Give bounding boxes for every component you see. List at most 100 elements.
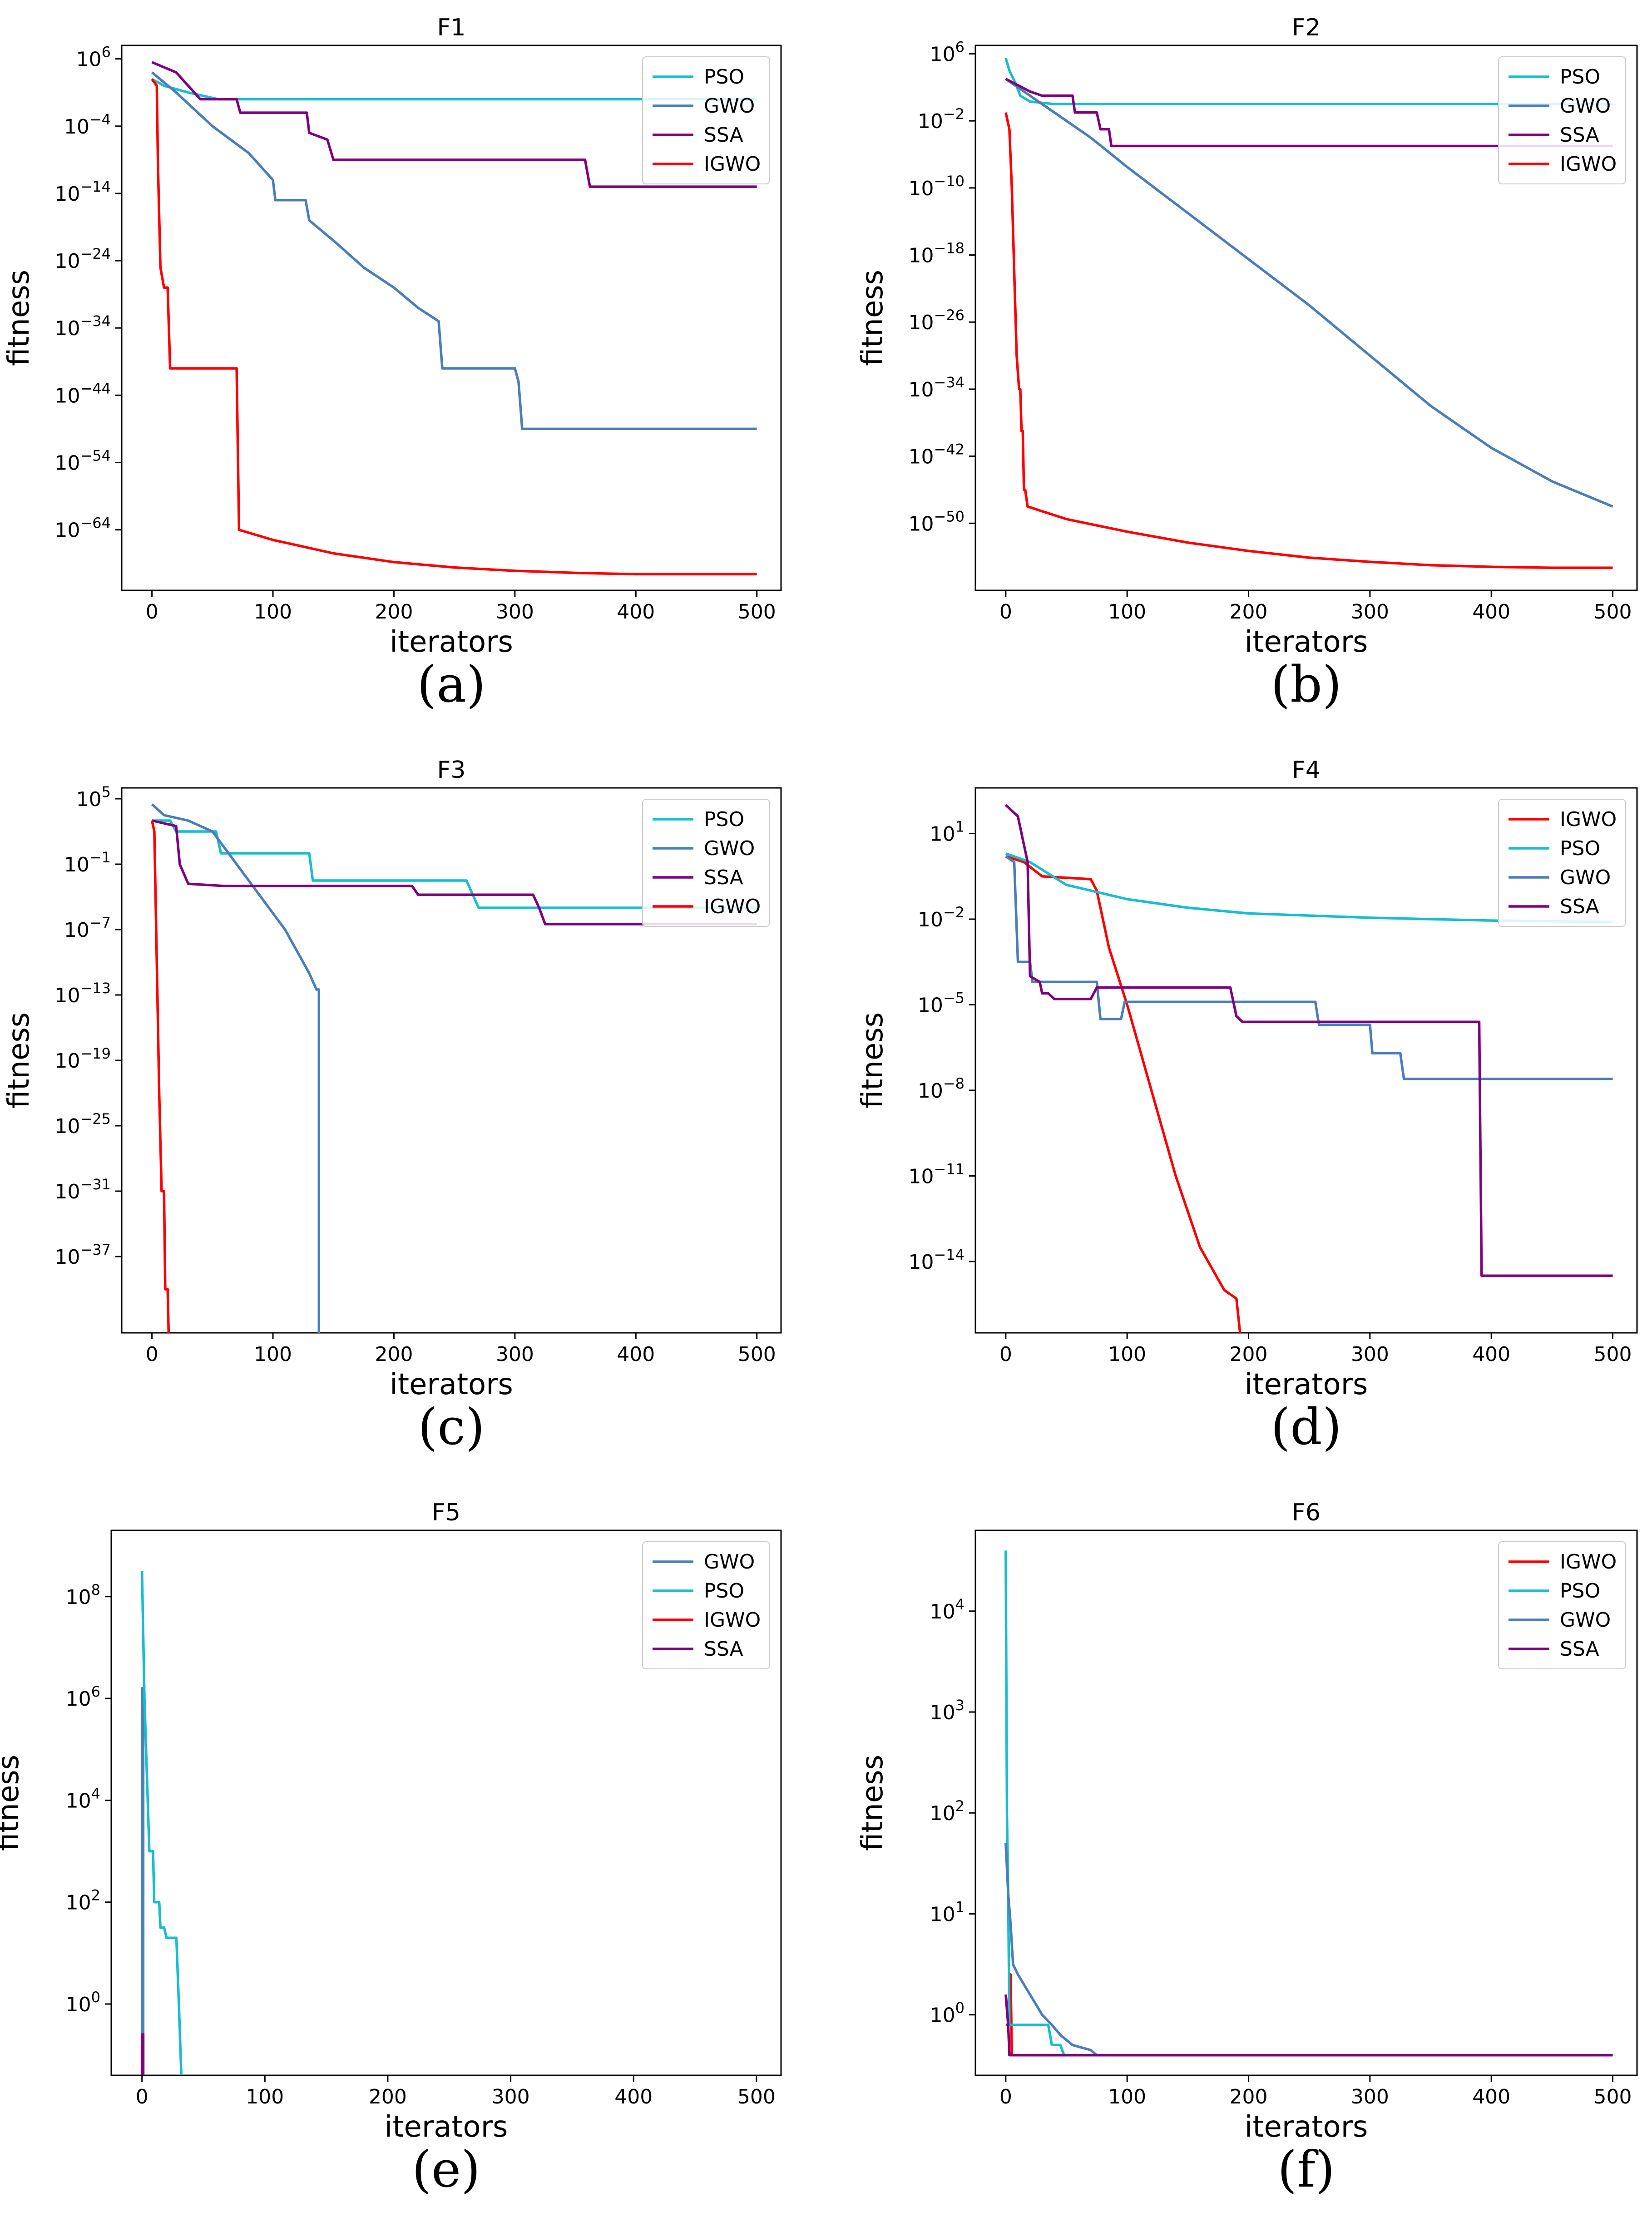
legend-label-ssa: SSA [1560,895,1599,918]
legend: IGWO PSO GWO SSA [1498,1541,1626,1669]
series-line-pso [151,78,757,101]
y-axis-label: fitness [2,1012,36,1108]
legend-label-pso: PSO [1560,837,1600,860]
legend-label-gwo: GWO [704,837,755,860]
x-tick-label: 500 [1594,1343,1632,1366]
x-tick-label: 400 [614,2085,653,2108]
x-tick-label: 400 [1472,1343,1510,1366]
x-axis-label: iterators [390,625,513,659]
legend-label-igwo: IGWO [704,895,761,918]
legend: PSO GWO SSA IGWO [642,56,770,184]
y-tick-label: 102 [66,1887,100,1915]
y-axis-label: fitness [2,270,36,366]
x-tick-label: 300 [496,1343,534,1366]
series-line-ssa [140,2033,145,2075]
y-tick-label: 10−42 [908,441,964,469]
y-tick-label: 104 [66,1785,100,1812]
y-tick-label: 10−8 [918,1075,964,1103]
panel-caption: (d) [1271,1398,1341,1456]
legend-label-gwo: GWO [1560,866,1611,889]
y-tick-label: 103 [930,1697,964,1724]
x-tick-label: 500 [1594,600,1632,624]
legend-label-ssa: SSA [704,124,743,147]
y-tick-label: 10−26 [908,307,964,334]
series-line-ssa [1004,1994,1613,2057]
x-tick-label: 400 [1472,600,1510,624]
x-tick-label: 200 [369,2085,407,2108]
y-axis-label: fitness [856,270,890,366]
x-tick-label: 200 [375,1343,413,1366]
x-tick-label: 500 [738,1343,776,1366]
series-line-gwo [1005,78,1613,508]
chart-title: F4 [1292,757,1321,784]
x-tick-label: 0 [999,2085,1012,2108]
y-tick-label: 10−25 [54,1110,111,1138]
plot-frame [121,45,782,591]
y-tick-label: 102 [930,1797,964,1825]
legend: PSO GWO SSA IGWO [1498,56,1626,184]
y-tick-label: 106 [930,38,964,66]
y-axis-label: fitness [0,1755,25,1851]
series-line-gwo [151,71,757,431]
legend-label-ssa: SSA [1560,1638,1599,1661]
x-tick-label: 500 [1594,2085,1632,2108]
legend: PSO GWO SSA IGWO [642,799,770,927]
y-tick-label: 104 [930,1596,964,1623]
x-axis-label: iterators [1245,2110,1368,2144]
y-tick-label: 10−7 [64,914,111,942]
series-line-igwo [1005,1973,1613,2057]
series-line-igwo [151,78,757,576]
plot-frame [110,1529,782,2076]
legend: IGWO PSO GWO SSA [1498,799,1626,927]
y-tick-label: 10−13 [54,980,111,1007]
series-line-pso [140,1571,183,2075]
series-line-igwo [150,820,170,1333]
y-tick-label: 10−14 [908,1246,964,1274]
y-tick-label: 10−24 [54,245,111,273]
chart-panel-a: F1 0 100 200 300 400 500 106 10−4 10−14 10−24 10−34… [2,14,782,713]
x-tick-label: 100 [1108,600,1146,624]
legend-label-pso: PSO [704,808,744,831]
legend-label-igwo: IGWO [1560,153,1617,176]
y-tick-label: 10−10 [908,173,964,200]
y-tick-label: 101 [930,1898,964,1926]
x-tick-label: 100 [1108,1343,1146,1366]
chart-title: F2 [1292,14,1321,41]
x-tick-label: 300 [1351,1343,1389,1366]
y-tick-label: 10−2 [918,904,964,931]
legend-label-gwo: GWO [1560,94,1611,118]
legend-box [1498,799,1626,927]
x-axis-label: iterators [390,1368,513,1401]
chart-panel-c: F3 0 100 200 300 400 500 105 10−1 10−7 10−13 10−19 1… [2,757,782,1456]
x-axis-label: iterators [1245,1368,1368,1401]
series-line-ssa [1004,804,1613,1277]
panel-caption: (a) [417,655,485,713]
y-tick-label: 10−37 [54,1241,111,1269]
legend-label-ssa: SSA [1560,124,1599,147]
x-tick-label: 200 [375,600,413,624]
y-tick-label: 10−64 [54,515,111,542]
series-line-igwo [1004,112,1613,569]
y-tick-label: 10−14 [54,178,111,206]
x-tick-label: 300 [1351,2085,1389,2108]
y-tick-label: 10−34 [54,312,111,340]
y-tick-label: 10−19 [54,1045,111,1073]
x-tick-label: 400 [617,1343,655,1366]
series-line-gwo [1005,855,1613,1080]
legend-label-igwo: IGWO [704,153,761,176]
chart-title: F1 [437,14,466,41]
x-tick-label: 100 [254,1343,292,1366]
x-tick-label: 300 [492,2085,530,2108]
x-tick-label: 400 [617,600,655,624]
y-tick-label: 10−31 [54,1176,111,1203]
chart-title: F6 [1292,1499,1321,1526]
y-tick-label: 10−18 [908,240,964,267]
series-line-ssa [151,819,757,925]
y-tick-label: 10−5 [918,989,964,1017]
x-axis-label: iterators [1245,625,1368,659]
y-tick-label: 10−1 [64,849,111,876]
panel-caption: (e) [412,2140,480,2198]
x-tick-label: 100 [246,2085,284,2108]
legend-label-ssa: SSA [704,866,743,889]
x-tick-label: 100 [254,600,292,624]
